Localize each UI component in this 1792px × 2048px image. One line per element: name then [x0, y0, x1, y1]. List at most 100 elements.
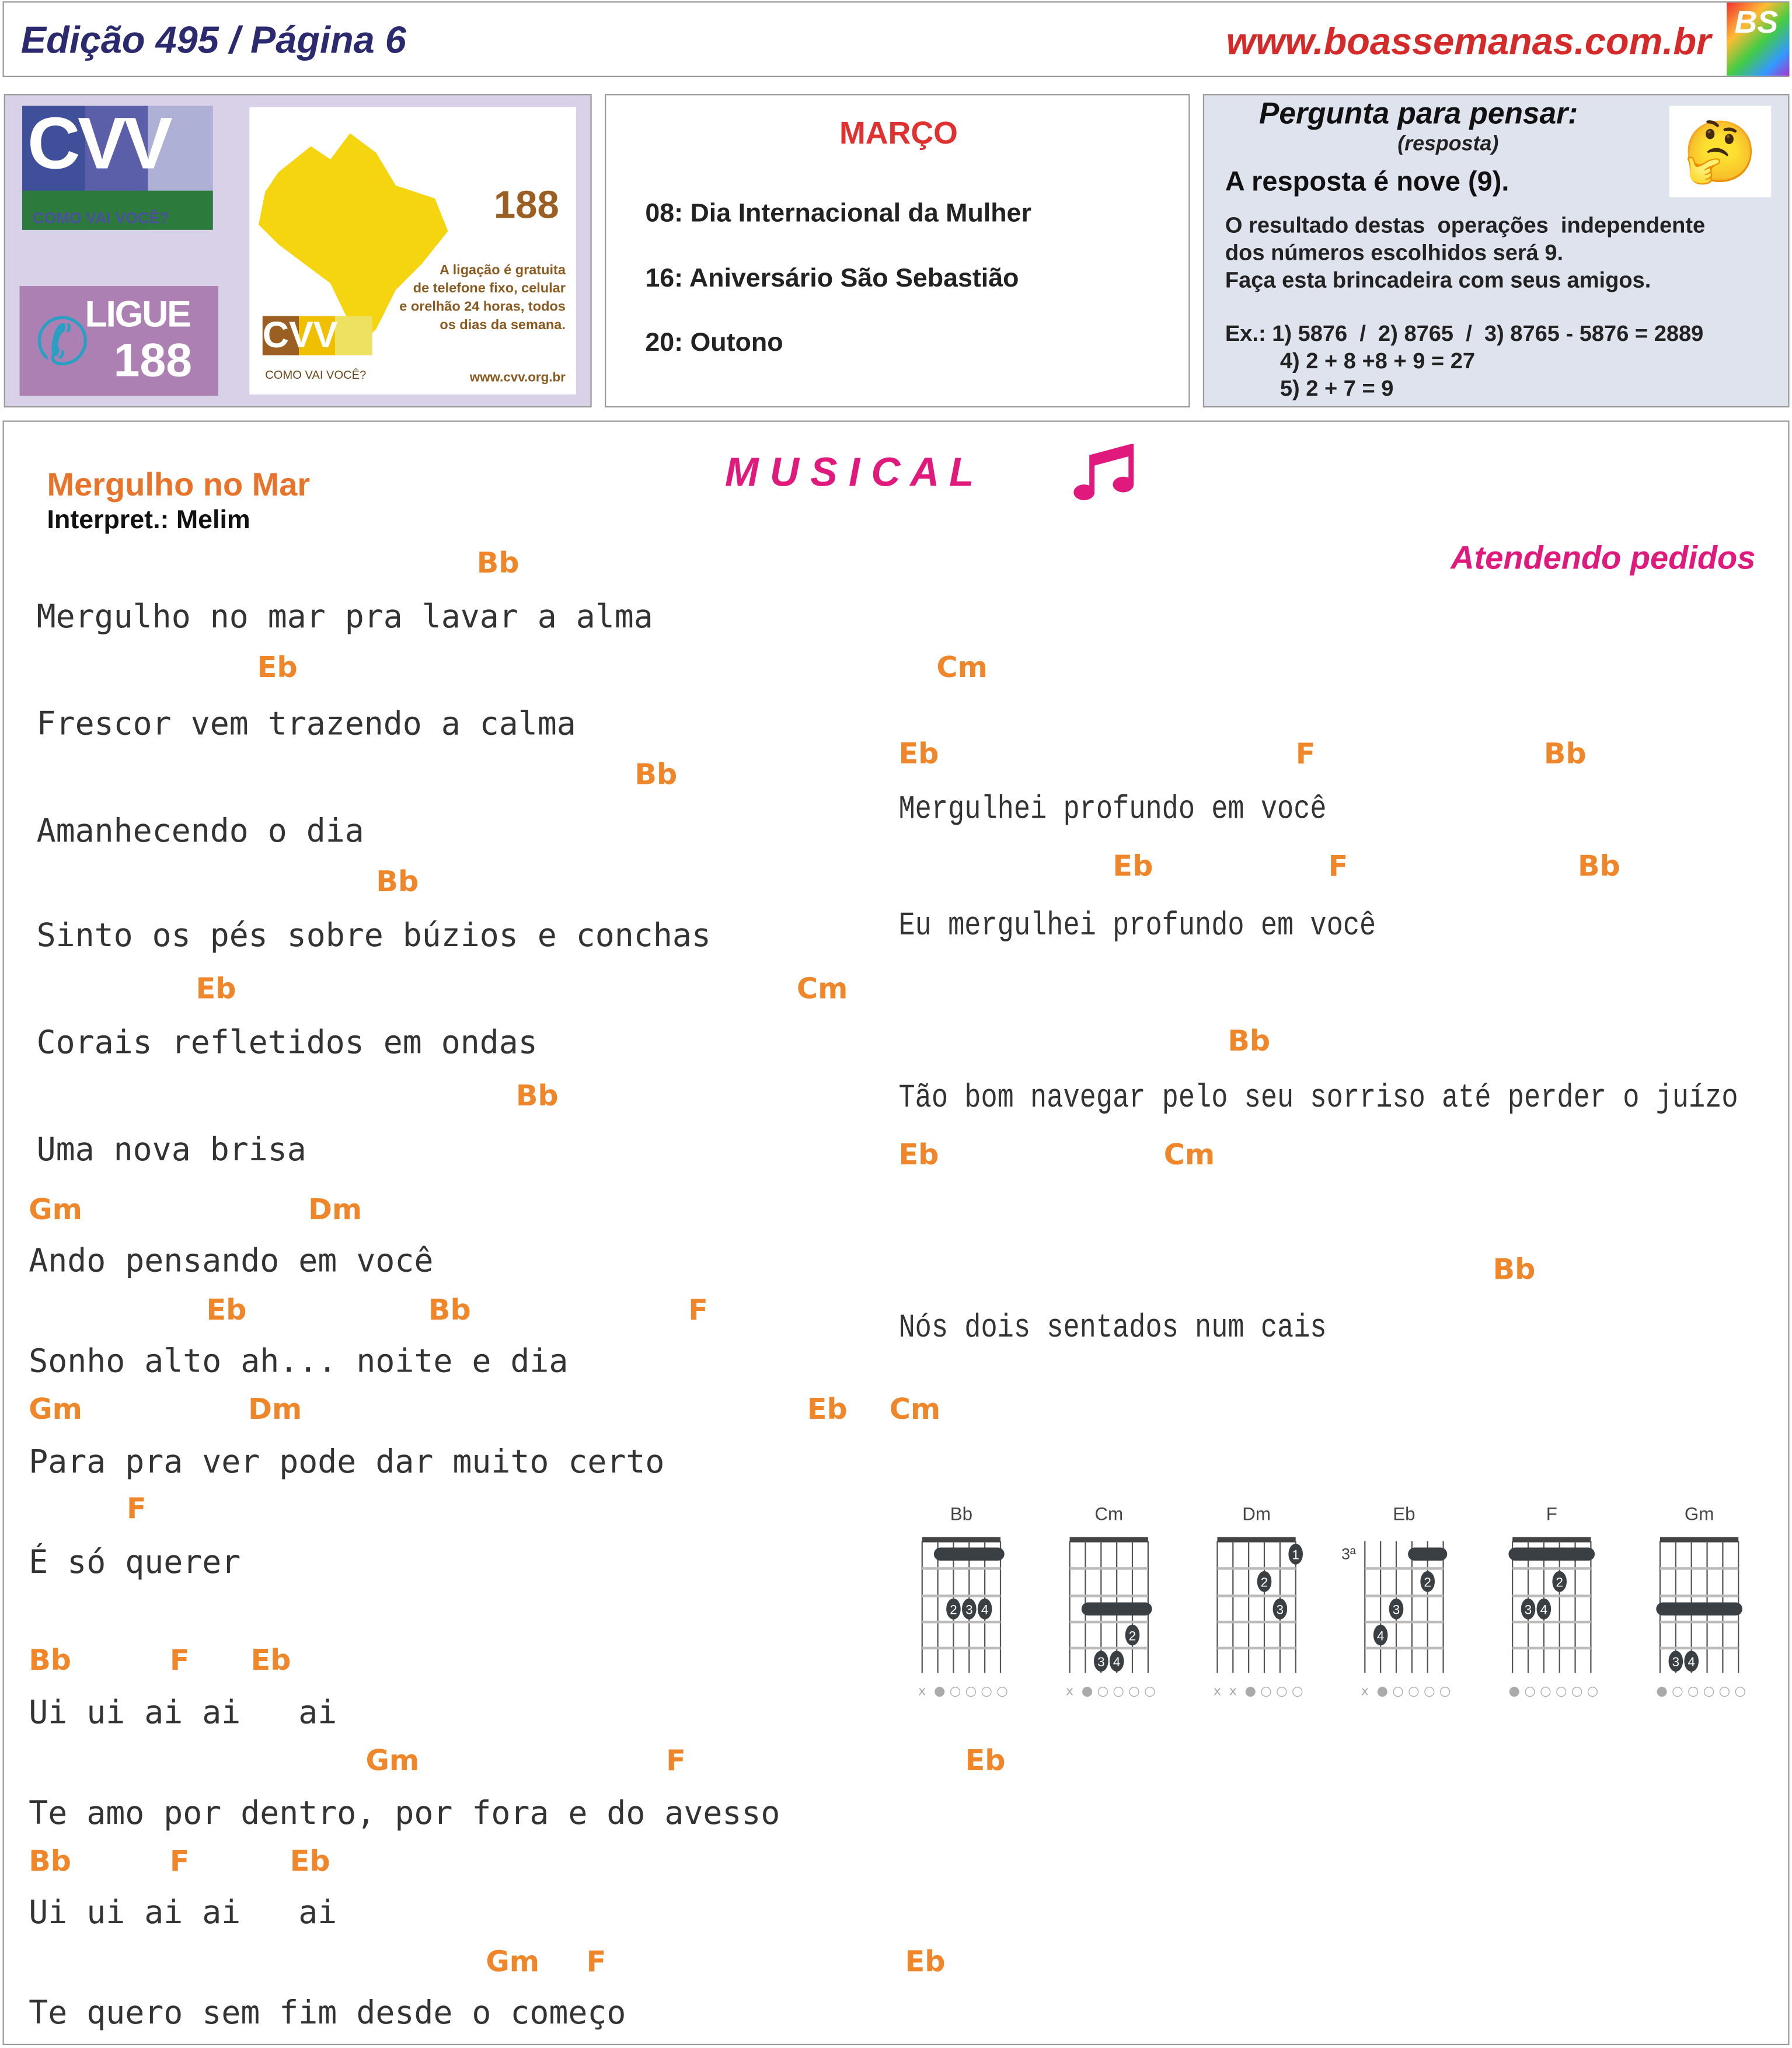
finger-dot [1420, 1571, 1435, 1592]
lyric-line: Para pra ver pode dar muito certo [29, 1442, 665, 1481]
chord: Gm [29, 1394, 82, 1427]
chord: Eb [1113, 850, 1153, 884]
chord: Bb [1578, 850, 1620, 884]
edition-title: Edição 495 / Página 6 [20, 20, 406, 62]
finger-dot [1389, 1598, 1404, 1620]
barre [933, 1547, 1005, 1561]
bs-logo: BS [1727, 2, 1790, 76]
calendar-event: 20: Outono [645, 328, 783, 357]
chord: Cm [889, 1394, 941, 1427]
barre [1081, 1602, 1152, 1616]
ligue-188-badge: ✆ LIGUE 188 [19, 286, 218, 396]
chord: Gm [29, 1194, 82, 1227]
chord-diagram-gm: Gm 3 4 ●○○○○○ [1656, 1504, 1746, 1698]
chord: Bb [1543, 738, 1587, 772]
lyric-line: Sinto os pés sobre búzios e conchas [36, 916, 711, 954]
barre [1656, 1602, 1742, 1616]
musical-subtitle: Atendendo pedidos [1451, 540, 1756, 577]
finger-dot [1272, 1598, 1288, 1620]
finger-number: 2 [1556, 1575, 1563, 1590]
lyric-line: Frescor vem trazendo a calma [36, 704, 576, 743]
chord: Bb [634, 759, 678, 793]
chord: Eb [898, 1139, 939, 1173]
finger-number: 2 [1424, 1575, 1431, 1590]
chord: F [688, 1295, 708, 1328]
nut [1512, 1537, 1591, 1543]
calendar-event: 08: Dia Internacional da Mulher [645, 199, 1031, 228]
cvv-poster: 188 A ligação é gratuita de telefone fixo… [249, 107, 576, 395]
cvv-panel: CVV COMO VAI VOCÊ? ✆ LIGUE 188 188 A lig… [4, 94, 592, 408]
chord: Eb [898, 738, 939, 772]
thinking-face-icon: 🤔 [1669, 106, 1772, 197]
string-markers: xx●○○○ [1214, 1683, 1303, 1698]
chord: F [1295, 738, 1316, 772]
finger-dot [1536, 1598, 1552, 1620]
finger-number: 4 [1113, 1655, 1120, 1669]
finger-number: 4 [1377, 1628, 1384, 1643]
finger-number: 4 [981, 1603, 988, 1617]
chord: Eb [196, 974, 236, 1007]
nut [1217, 1537, 1296, 1543]
chord: Bb [1493, 1254, 1536, 1288]
lyric-line: Ui ui ai ai ai [29, 1893, 337, 1931]
cvv-website[interactable]: www.cvv.org.br [469, 371, 566, 386]
nut [1659, 1537, 1739, 1543]
finger-number: 4 [1688, 1655, 1695, 1669]
chord: Eb [250, 1645, 291, 1678]
chord: Dm [308, 1194, 362, 1227]
finger-dot [1125, 1624, 1140, 1646]
chord: F [169, 1645, 190, 1678]
chord: Eb [257, 652, 298, 685]
site-url[interactable]: www.boassemanas.com.br [1226, 21, 1711, 64]
chord: Bb [428, 1295, 471, 1328]
song-title: Mergulho no Mar [47, 466, 311, 504]
finger-dot [1668, 1651, 1683, 1672]
lyric-line: Mergulho no mar pra lavar a alma [36, 597, 653, 636]
chord: Cm [796, 974, 848, 1007]
chord: Gm [486, 1946, 540, 1980]
cvv-small-logo: CVV [262, 315, 372, 355]
chord: Eb [290, 1845, 330, 1879]
lyric-line: É só querer [29, 1543, 241, 1581]
finger-number: 2 [1129, 1628, 1136, 1643]
song-interpret: Interpret.: Melim [47, 506, 250, 535]
musical-section [2, 420, 1790, 2046]
lyric-line: Te amo por dentro, por fora e do avesso [29, 1794, 780, 1832]
chord-diagram-label: Cm [1094, 1504, 1123, 1524]
finger-dot [946, 1598, 961, 1620]
calendar-panel: MARÇO 08: Dia Internacional da Mulher 16… [605, 94, 1190, 408]
chord: Bb [29, 1845, 72, 1879]
musical-title: M U S I C A L [724, 449, 974, 496]
chord: Bb [29, 1645, 72, 1678]
chord-diagram-label: F [1546, 1504, 1557, 1524]
question-title: Pergunta para pensar: [1259, 96, 1578, 130]
chord: Bb [1228, 1025, 1271, 1059]
lyric-line: Ando pensando em você [29, 1241, 434, 1279]
chord: Cm [936, 652, 988, 685]
finger-number: 3 [1672, 1655, 1679, 1669]
finger-dot [1521, 1598, 1536, 1620]
chord-diagram-f: F 2 3 4 ●○○○○○ [1508, 1504, 1598, 1698]
nut [922, 1537, 1001, 1543]
chord: Dm [248, 1394, 302, 1427]
chord: F [586, 1946, 606, 1980]
finger-number: 2 [1261, 1575, 1268, 1590]
lyric-line: Ui ui ai ai ai [29, 1693, 337, 1731]
finger-dot [1552, 1571, 1567, 1592]
finger-number: 1 [1292, 1548, 1299, 1562]
lyric-line: Nós dois sentados num cais [898, 1311, 1327, 1348]
finger-number: 2 [950, 1603, 957, 1617]
barre [1508, 1547, 1595, 1561]
cvv-number: 188 [493, 184, 559, 228]
lyric-line: Eu mergulhei profundo em você [898, 909, 1376, 946]
chord-diagram-label: Dm [1242, 1504, 1271, 1524]
brazil-map-icon [259, 133, 448, 349]
chord-diagram-label: Eb [1393, 1504, 1415, 1524]
barre [1408, 1547, 1448, 1561]
question-panel: Pergunta para pensar: (resposta) 🤔 A res… [1202, 94, 1790, 408]
chord: F [1328, 850, 1348, 884]
chord: Bb [515, 1080, 559, 1114]
calendar-event: 16: Aniversário São Sebastião [645, 264, 1019, 294]
chord: F [127, 1493, 147, 1526]
